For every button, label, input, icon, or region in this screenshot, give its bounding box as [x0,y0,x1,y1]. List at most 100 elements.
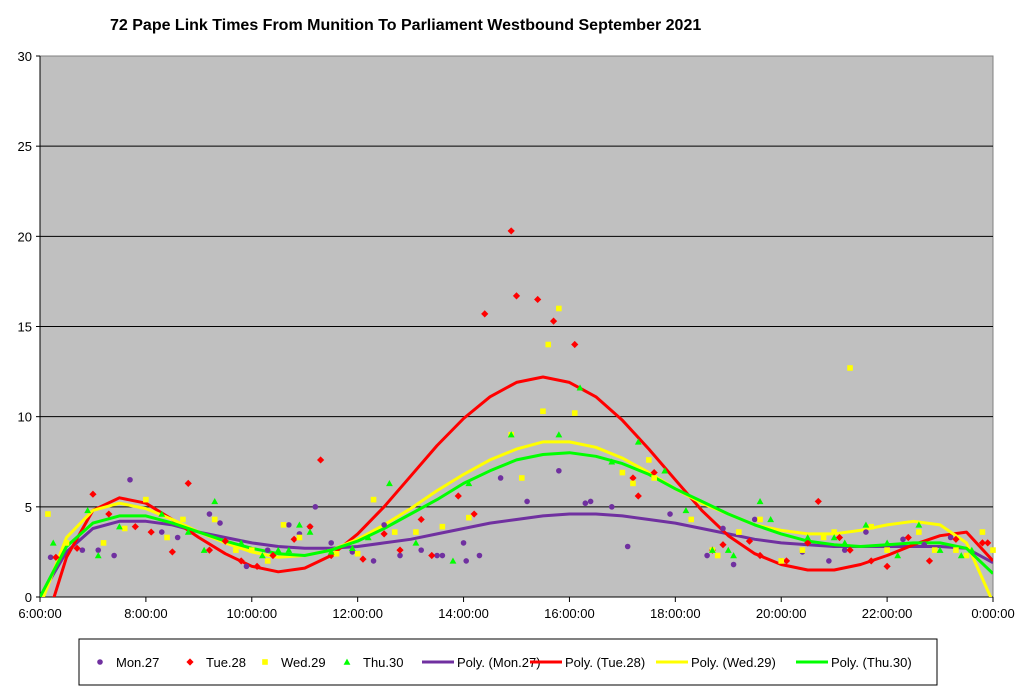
data-point [571,410,578,416]
trendline-7 [40,451,993,597]
data-point [285,546,293,553]
data-point [545,341,552,348]
data-point [418,547,425,553]
x-tick-label: 18:00:00 [650,606,701,621]
data-point [348,544,356,552]
data-point [317,456,325,464]
data-point [863,529,869,535]
data-point [158,529,165,535]
data-point [736,529,742,535]
data-point [396,546,404,554]
data-point [688,516,695,523]
data-point [587,498,594,505]
data-point [269,551,277,560]
data-point [507,227,515,235]
data-point [94,552,102,559]
data-point [147,528,155,536]
data-point [507,431,515,438]
legend-label: Wed.29 [281,655,326,670]
legend-label: Poly. (Tue.28) [565,655,645,670]
data-point [540,408,546,415]
data-point [915,521,923,528]
data-point [757,516,763,523]
data-point [211,498,219,505]
data-point [412,539,420,546]
data-point [634,438,642,445]
data-point [708,546,716,553]
x-tick-label: 8:00:00 [124,606,167,621]
data-point [364,534,372,541]
data-point [651,475,657,481]
data-point [804,539,812,547]
x-tick-label: 20:00:00 [756,606,807,621]
data-point [900,536,906,543]
data-point [327,548,335,555]
gridlines [40,145,993,508]
data-point [650,468,658,477]
data-point [417,515,425,524]
y-tick-label: 10 [18,410,32,425]
data-point [921,541,927,548]
data-point [549,317,558,325]
data-point [778,558,785,564]
data-point [460,540,467,546]
data-point [264,547,271,553]
data-point [237,557,245,565]
data-point [439,523,446,530]
data-point [274,546,282,553]
data-point [497,475,504,481]
data-point [449,557,457,564]
x-tick-label: 22:00:00 [862,606,913,621]
data-point [306,523,314,531]
data-point [883,539,891,546]
data-point [290,535,298,543]
data-point [63,540,70,546]
data-point [258,552,266,559]
data-point [79,547,86,553]
data-point [582,500,589,507]
data-point [609,504,615,510]
data-point [164,534,170,541]
data-point [465,479,473,487]
data-point [428,551,436,560]
data-point [370,558,377,564]
legend-label: Thu.30 [363,655,403,670]
data-point [979,529,986,535]
x-tick-label: 10:00:00 [226,606,277,621]
data-point [990,547,996,553]
data-point [296,534,303,541]
data-point [576,384,584,391]
legend-marker [343,658,351,665]
data-point [84,507,92,514]
data-point [184,528,192,535]
data-point [524,498,530,505]
data-point [174,534,181,541]
data-point [476,552,483,559]
data-point [217,520,223,526]
data-point [963,552,970,559]
data-point [328,540,334,546]
data-point [629,474,637,482]
data-point [904,533,912,542]
data-point [646,457,652,463]
data-point [846,546,854,554]
x-tick-label: 12:00:00 [332,606,383,621]
data-point [820,534,827,541]
data-point [916,529,922,535]
y-tick-label: 0 [25,590,32,605]
data-point [847,365,853,371]
legend-label: Poly. (Wed.29) [691,655,776,670]
data-point [211,516,218,523]
y-tick-label: 5 [25,500,32,515]
data-point [45,511,51,517]
data-point [370,496,377,503]
data-point [52,553,60,561]
data-point [724,546,732,553]
y-tick-label: 20 [18,229,32,244]
x-tick-label: 14:00:00 [438,606,489,621]
data-point [952,535,960,543]
data-point [756,551,764,560]
data-point [143,496,149,503]
